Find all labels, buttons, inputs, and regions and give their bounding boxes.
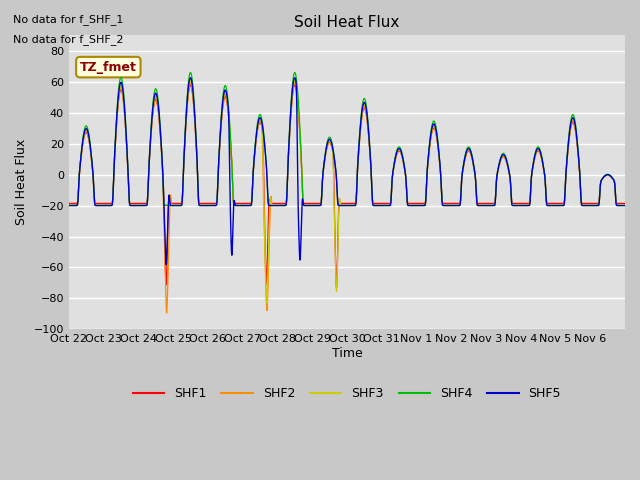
Line: SHF3: SHF3 (68, 81, 625, 303)
SHF5 (152, 90, 159, 96)
Line: SHF1: SHF1 (68, 85, 625, 288)
SHF2 (479, 203, 486, 208)
SHF3 (323, 146, 330, 152)
SHF5 (323, 145, 330, 151)
Y-axis label: Soil Heat Flux: Soil Heat Flux (15, 139, 28, 226)
Line: SHF2: SHF2 (68, 83, 625, 313)
SHF5 (479, 203, 486, 208)
SHF3 (560, 201, 568, 206)
SHF4 (65, 203, 72, 208)
X-axis label: Time: Time (332, 347, 362, 360)
SHF4 (333, 177, 340, 183)
Legend: SHF1, SHF2, SHF3, SHF4, SHF5: SHF1, SHF2, SHF3, SHF4, SHF5 (128, 383, 566, 406)
SHF5 (621, 203, 629, 208)
SHF3 (152, 93, 159, 99)
SHF5 (560, 202, 568, 207)
Line: SHF4: SHF4 (68, 72, 625, 205)
SHF1 (322, 149, 330, 155)
SHF1 (333, 278, 340, 284)
SHF3 (187, 78, 195, 84)
SHF2 (560, 202, 568, 207)
SHF3 (333, 283, 340, 288)
SHF2 (323, 146, 330, 152)
SHF4 (478, 203, 486, 208)
SHF2 (152, 95, 159, 100)
SHF2 (163, 310, 170, 316)
SHF3 (479, 202, 486, 207)
SHF4 (560, 203, 568, 208)
SHF2 (333, 185, 340, 191)
SHF3 (65, 202, 72, 207)
SHF1 (614, 201, 622, 206)
SHF2 (65, 203, 72, 208)
SHF4 (152, 86, 159, 92)
SHF3 (614, 202, 622, 207)
SHF2 (187, 80, 195, 86)
SHF1 (479, 201, 486, 206)
SHF1 (65, 201, 72, 206)
SHF4 (621, 203, 629, 208)
SHF1 (560, 200, 568, 205)
SHF1 (152, 96, 159, 102)
Line: SHF5: SHF5 (68, 78, 625, 264)
SHF5 (163, 262, 170, 267)
SHF5 (333, 185, 340, 191)
Text: TZ_fmet: TZ_fmet (80, 60, 137, 73)
SHF4 (187, 70, 195, 75)
Title: Soil Heat Flux: Soil Heat Flux (294, 15, 399, 30)
SHF1 (621, 201, 629, 206)
SHF1 (187, 82, 195, 88)
SHF2 (614, 203, 622, 208)
Text: No data for f_SHF_2: No data for f_SHF_2 (13, 34, 124, 45)
SHF5 (187, 75, 195, 81)
Text: No data for f_SHF_1: No data for f_SHF_1 (13, 14, 123, 25)
SHF5 (614, 203, 622, 208)
SHF1 (333, 285, 340, 290)
SHF5 (65, 203, 72, 208)
SHF3 (621, 202, 629, 207)
SHF3 (263, 300, 271, 306)
SHF4 (322, 145, 330, 151)
SHF4 (614, 203, 622, 208)
SHF2 (621, 203, 629, 208)
